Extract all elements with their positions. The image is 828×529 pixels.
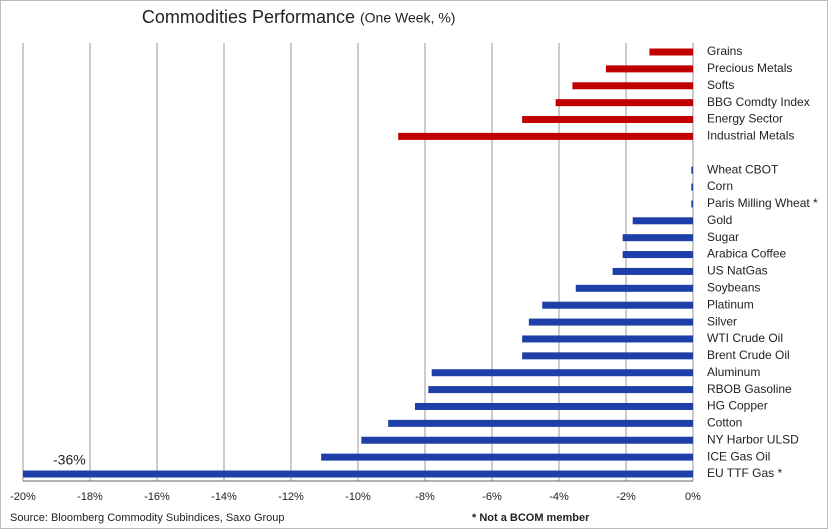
y-tick-label: Brent Crude Oil [707,348,790,362]
bar [23,470,693,478]
y-tick-label: ICE Gas Oil [707,449,770,463]
y-tick-label: Platinum [707,297,754,311]
bar [528,318,693,326]
x-tick-label: -16% [144,491,170,503]
y-tick-label: Energy Sector [707,112,783,126]
y-tick-label: Arabica Coffee [707,247,786,261]
y-tick-label: HG Copper [707,399,768,413]
bar [555,99,693,107]
y-tick-label: Corn [707,179,733,193]
chart-title: Commodities Performance [142,7,355,27]
bar [612,267,693,275]
bar [622,234,693,242]
bar [691,166,693,174]
bar [632,217,693,225]
y-tick-label: RBOB Gasoline [707,382,792,396]
x-tick-label: -20% [10,491,36,503]
y-tick-label: Precious Metals [707,61,792,75]
bar [522,352,693,360]
y-tick-label: Paris Milling Wheat * [707,196,818,210]
bar [388,419,693,427]
y-tick-label: BBG Comdty Index [707,95,810,109]
bar [431,369,693,377]
source: Source: Bloomberg Commodity Subindices, … [10,512,285,524]
y-tick-label: WTI Crude Oil [707,331,783,345]
bar [361,436,693,444]
bar [414,402,693,410]
bar [572,82,693,90]
bar [398,132,693,140]
y-tick-label: Soybeans [707,280,760,294]
data-label: -36% [53,452,86,468]
note: * Not a BCOM member [472,512,590,524]
bar [649,48,693,56]
bar [691,183,693,191]
y-tick-label: Aluminum [707,365,760,379]
bar [622,251,693,259]
x-tick-label: -10% [345,491,371,503]
chart-subtitle: (One Week, %) [360,10,455,26]
x-tick-label: 0% [685,491,701,503]
x-tick-label: -12% [278,491,304,503]
bar [691,200,693,208]
y-tick-label: NY Harbor ULSD [707,432,799,446]
y-tick-label: Gold [707,213,732,227]
x-tick-label: -18% [77,491,103,503]
y-tick-label: Sugar [707,230,739,244]
y-tick-label: EU TTF Gas * [707,466,782,480]
x-tick-label: -14% [211,491,237,503]
y-tick-label: Industrial Metals [707,129,794,143]
x-tick-label: -6% [482,491,502,503]
x-tick-label: -4% [549,491,569,503]
y-tick-label: Grains [707,44,742,58]
bar [522,116,693,124]
x-tick-label: -8% [415,491,435,503]
y-tick-label: Wheat CBOT [707,162,779,176]
bar [428,386,693,394]
y-tick-label: US NatGas [707,264,768,278]
bar [522,335,693,343]
y-tick-label: Softs [707,78,734,92]
bar [542,301,693,309]
bar [605,65,693,73]
bar [575,284,693,292]
bars [23,48,693,478]
bar [321,453,693,461]
y-tick-label: Silver [707,314,737,328]
x-tick-label: -2% [616,491,636,503]
y-tick-label: Cotton [707,416,742,430]
